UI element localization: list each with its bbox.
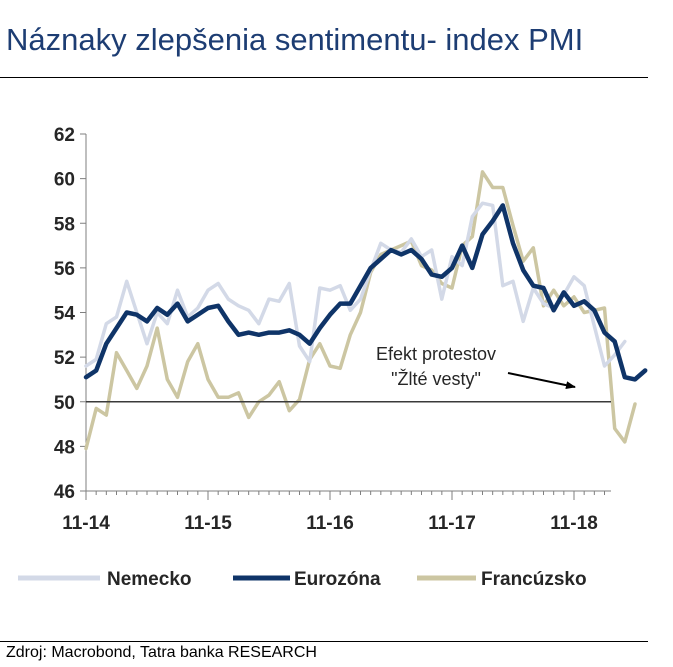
x-tick-label: 11-17 — [428, 513, 476, 534]
x-axis-ticks: 11-14 11-15 11-16 11-17 11-18 — [62, 491, 605, 534]
y-tick-label: 62 — [54, 125, 75, 146]
x-tick-label: 11-14 — [62, 513, 110, 534]
annotation-line-2: "Žlté vesty" — [391, 369, 481, 389]
series-line-francuzsko — [84, 170, 637, 451]
annotation-arrow — [507, 372, 576, 390]
x-tick-label: 11-18 — [550, 513, 598, 534]
y-tick-label: 60 — [54, 170, 75, 191]
legend: Nemecko Eurozóna Francúzsko — [18, 569, 587, 590]
y-tick-label: 52 — [54, 348, 75, 369]
y-tick-label: 48 — [54, 437, 75, 458]
x-tick-label: 11-16 — [306, 513, 354, 534]
x-tick-label: 11-15 — [184, 513, 232, 534]
legend-label-nemecko: Nemecko — [107, 569, 192, 590]
title-divider — [0, 77, 648, 78]
series-line-nemecko — [84, 201, 627, 368]
y-tick-label: 54 — [54, 304, 76, 325]
y-tick-label: 50 — [54, 393, 75, 414]
series-layer — [83, 170, 648, 451]
legend-label-francuzsko: Francúzsko — [481, 569, 587, 590]
source-note: Zdroj: Macrobond, Tatra banka RESEARCH — [6, 644, 317, 661]
annotation-line-1: Efekt protestov — [376, 344, 496, 364]
y-tick-label: 46 — [54, 482, 75, 503]
footer-divider — [0, 641, 648, 642]
chart-title: Náznaky zlepšenia sentimentu- index PMI — [6, 22, 584, 57]
annotation: Efekt protestov "Žlté vesty" — [376, 344, 576, 390]
legend-label-eurozona: Eurozóna — [294, 569, 381, 590]
y-axis-ticks: 46 48 50 52 54 56 58 60 62 — [54, 125, 86, 503]
y-tick-label: 56 — [54, 259, 75, 280]
series-line-eurozona — [83, 203, 648, 382]
y-tick-label: 58 — [54, 214, 75, 235]
